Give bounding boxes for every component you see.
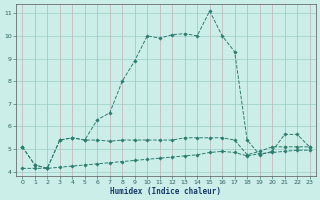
X-axis label: Humidex (Indice chaleur): Humidex (Indice chaleur) bbox=[110, 187, 221, 196]
